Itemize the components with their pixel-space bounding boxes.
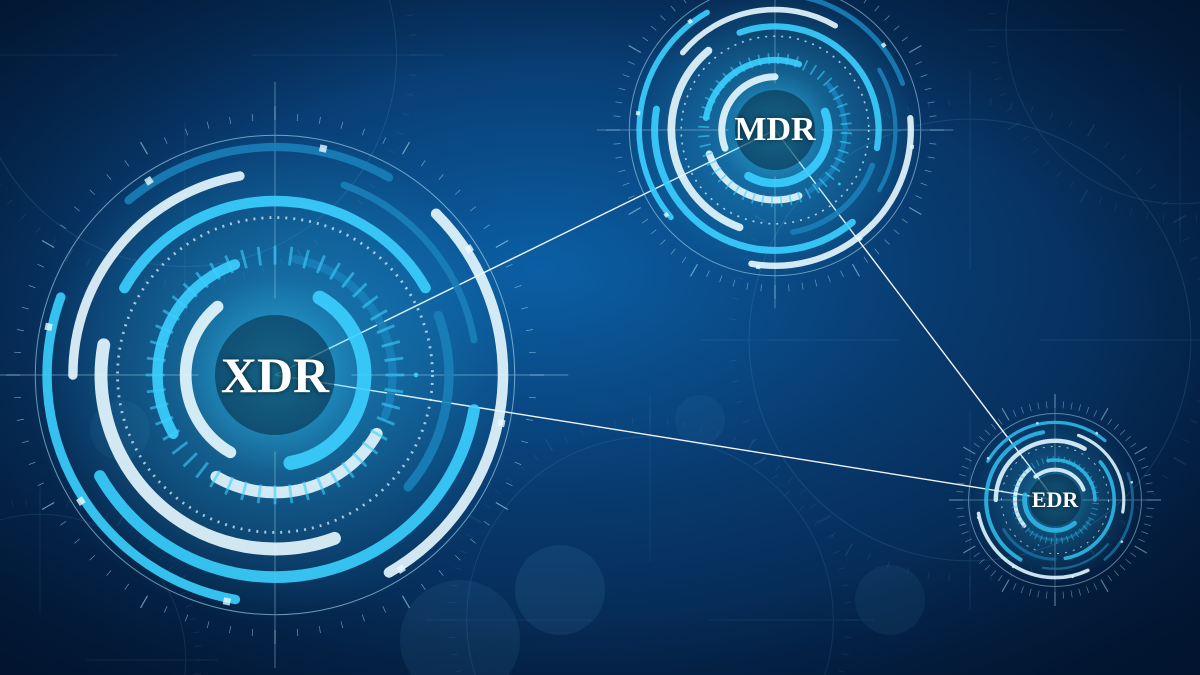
hud-node-xdr <box>0 82 568 669</box>
diagram-stage: XDRMDREDR <box>0 0 1200 675</box>
hud-node-edr <box>949 394 1161 606</box>
hud-node-mdr <box>597 0 954 308</box>
